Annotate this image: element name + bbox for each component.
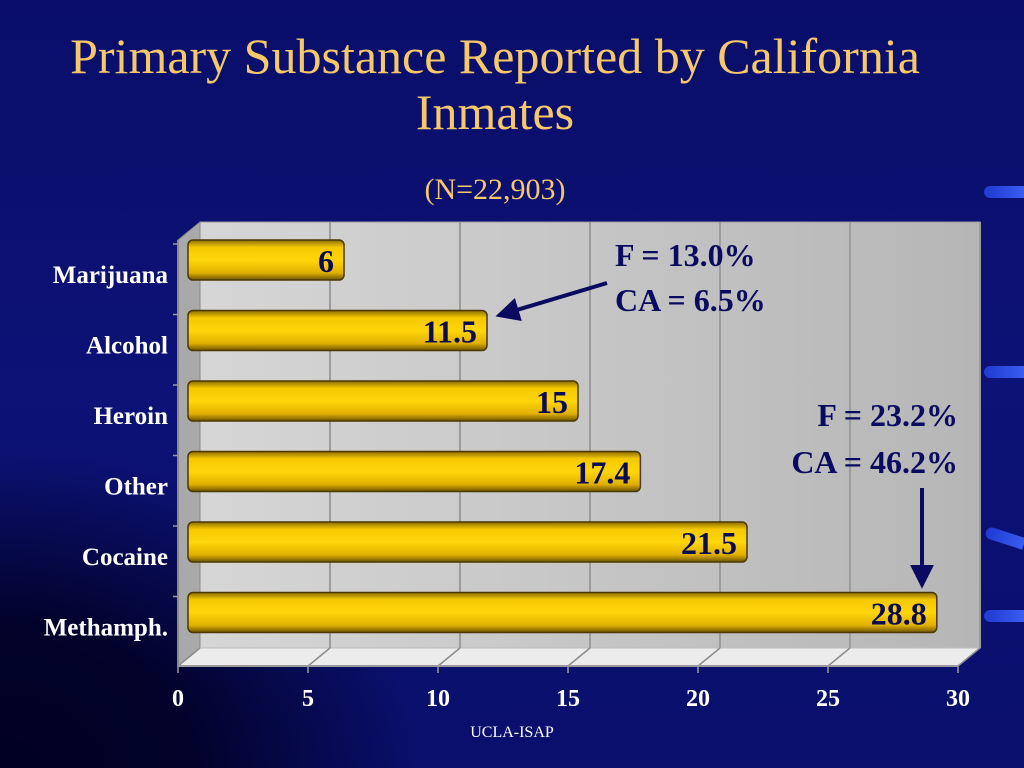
floor-gridline xyxy=(307,647,331,667)
x-tick-label: 10 xyxy=(426,686,450,712)
labels: 0 5 10 15 20 25 30 6 Marijuana 11.5 Alcohol 15 Heroi… xyxy=(44,243,970,712)
annotation-alcohol-line2: CA = 6.5% xyxy=(615,282,766,318)
category-label: Cocaine xyxy=(82,544,168,571)
x-tick-label: 5 xyxy=(302,686,314,712)
bar-data-label: 17.4 xyxy=(574,455,630,491)
bar-3 xyxy=(187,450,642,493)
gridlines xyxy=(173,222,981,673)
category-label: Marijuana xyxy=(53,262,169,289)
floor-gridline xyxy=(177,647,201,667)
floor-gridline xyxy=(567,647,591,667)
bar-data-label: 6 xyxy=(318,243,334,279)
x-tick-label: 25 xyxy=(816,686,840,712)
x-tick-label: 30 xyxy=(946,686,970,712)
floor-gridline xyxy=(957,647,981,667)
chart-subtitle: (N=22,903) xyxy=(424,173,566,206)
edge-decoration xyxy=(984,610,1024,622)
category-label: Other xyxy=(104,474,168,501)
bar-data-label: 21.5 xyxy=(681,525,737,561)
category-label: Methamph. xyxy=(44,615,168,642)
annotations: F = 13.0% CA = 6.5% F = 23.2% CA = 46.2% xyxy=(495,237,958,589)
bar-data-label: 11.5 xyxy=(423,314,477,350)
category-label: Alcohol xyxy=(86,333,168,360)
x-tick-label: 15 xyxy=(556,686,580,712)
bar-data-label: 15 xyxy=(536,384,568,420)
chart-title: Primary Substance Reported by California… xyxy=(70,28,920,140)
edge-decoration xyxy=(984,186,1024,198)
annotation-alcohol-line1: F = 13.0% xyxy=(615,237,756,273)
floor-gridline xyxy=(437,647,461,667)
category-label: Heroin xyxy=(93,403,168,430)
annotation-meth-line2: CA = 46.2% xyxy=(791,444,958,480)
footer-credit: UCLA-ISAP xyxy=(470,724,554,741)
x-tick-label: 20 xyxy=(686,686,710,712)
edge-decoration xyxy=(984,366,1024,378)
annotation-arrow-alcohol xyxy=(495,281,608,321)
x-tick-label: 0 xyxy=(172,686,184,712)
bar-4 xyxy=(187,521,748,563)
bar-2 xyxy=(187,380,579,422)
bar-5 xyxy=(187,591,938,634)
bar-0 xyxy=(187,239,345,281)
annotation-meth-line1: F = 23.2% xyxy=(817,397,958,433)
bar-data-label: 28.8 xyxy=(871,596,927,632)
floor-gridline xyxy=(827,647,851,667)
floor-gridline xyxy=(697,647,721,667)
bars xyxy=(187,239,938,634)
bar-1 xyxy=(187,309,488,352)
